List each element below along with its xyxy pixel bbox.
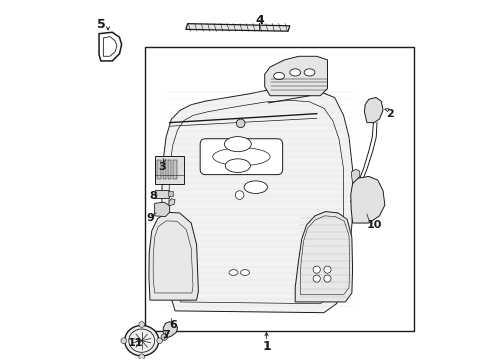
Polygon shape [186, 24, 290, 31]
Ellipse shape [274, 72, 285, 80]
Circle shape [324, 266, 331, 273]
FancyBboxPatch shape [200, 139, 283, 175]
Text: 5: 5 [97, 18, 106, 31]
Bar [168, 192, 173, 197]
Polygon shape [163, 321, 177, 338]
Text: 10: 10 [367, 220, 382, 230]
Bar [173, 160, 177, 179]
Polygon shape [295, 212, 353, 302]
Text: 8: 8 [149, 191, 157, 201]
Ellipse shape [224, 136, 251, 152]
Circle shape [139, 354, 145, 360]
Text: 4: 4 [255, 14, 264, 27]
Ellipse shape [124, 325, 159, 356]
Polygon shape [169, 199, 175, 206]
Ellipse shape [244, 181, 268, 193]
Ellipse shape [241, 270, 249, 275]
Polygon shape [351, 169, 360, 184]
Polygon shape [351, 176, 385, 223]
Bar [155, 190, 169, 198]
Text: 6: 6 [170, 320, 177, 330]
Ellipse shape [229, 270, 238, 275]
Polygon shape [162, 89, 353, 313]
Text: 3: 3 [159, 162, 166, 172]
Polygon shape [265, 56, 327, 96]
Circle shape [313, 275, 320, 282]
Circle shape [121, 338, 126, 343]
Text: 7: 7 [162, 330, 170, 340]
Circle shape [313, 266, 320, 273]
Circle shape [161, 334, 168, 340]
Circle shape [139, 321, 145, 327]
Bar [155, 156, 184, 184]
Circle shape [236, 119, 245, 128]
Circle shape [157, 338, 163, 343]
Bar [145, 47, 414, 330]
Ellipse shape [225, 159, 250, 172]
Bar [168, 160, 172, 179]
Polygon shape [365, 98, 383, 123]
Text: 11: 11 [128, 338, 144, 348]
Circle shape [324, 275, 331, 282]
Bar [157, 160, 161, 179]
Circle shape [235, 191, 244, 199]
Text: 9: 9 [146, 213, 154, 222]
Text: 2: 2 [386, 109, 394, 119]
Polygon shape [149, 212, 198, 300]
Polygon shape [155, 202, 170, 217]
Text: 1: 1 [262, 340, 271, 353]
Ellipse shape [290, 69, 300, 76]
Bar [163, 160, 166, 179]
Ellipse shape [304, 69, 315, 76]
